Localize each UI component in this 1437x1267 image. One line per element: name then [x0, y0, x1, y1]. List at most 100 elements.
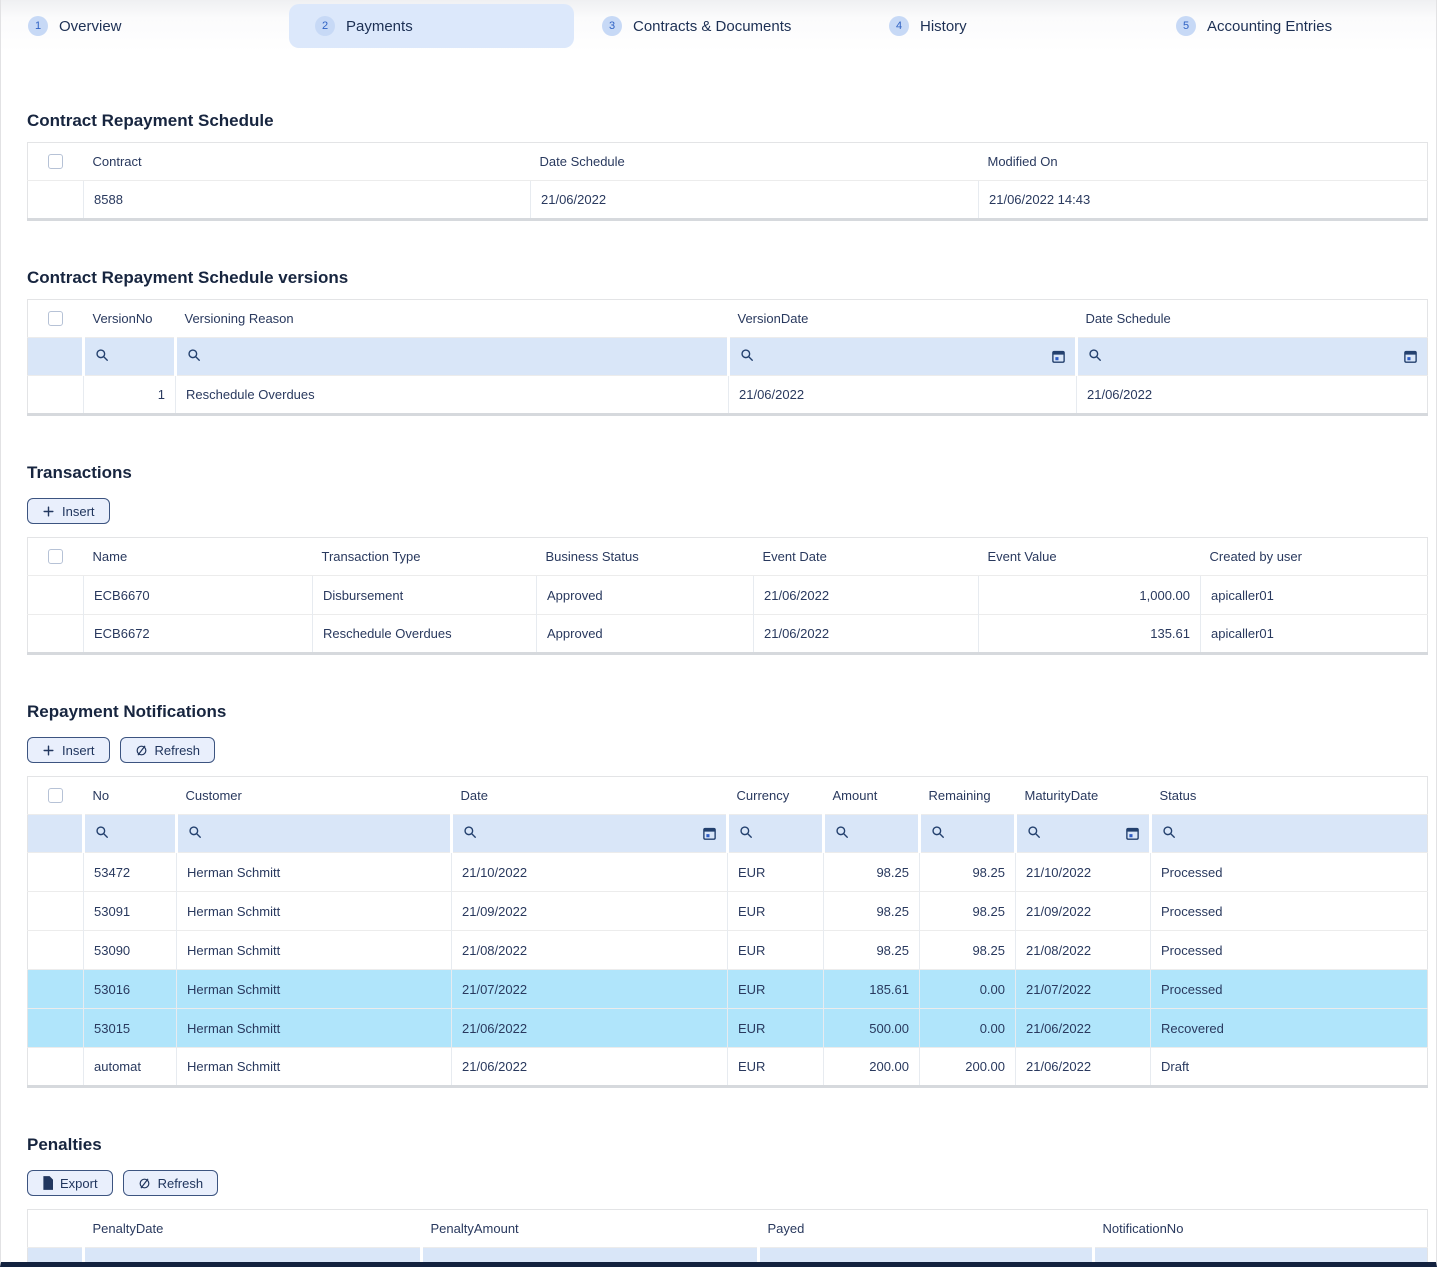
column-header-amount[interactable]: Amount: [832, 788, 878, 803]
select-all-cell: [28, 777, 84, 815]
row-select-cell[interactable]: [27, 1008, 84, 1048]
row-select-cell[interactable]: [27, 575, 84, 615]
select-all-checkbox[interactable]: [48, 154, 64, 169]
calendar-icon[interactable]: [702, 826, 717, 841]
table-row[interactable]: 53016 Herman Schmitt 21/07/2022 EUR 185.61 0.…: [27, 969, 1428, 1009]
cell: apicaller01: [1200, 614, 1428, 654]
column-header-date-schedule[interactable]: Date Schedule: [539, 154, 625, 169]
cell: Herman Schmitt: [176, 1047, 452, 1087]
column-header-maturitydate[interactable]: MaturityDate: [1024, 788, 1099, 803]
column-header-penaltydate[interactable]: PenaltyDate: [92, 1221, 164, 1236]
cell: 135.61: [978, 614, 1201, 654]
column-header-date-schedule[interactable]: Date Schedule: [1085, 311, 1171, 326]
calendar-icon[interactable]: [1051, 349, 1066, 364]
column-header-remaining[interactable]: Remaining: [928, 788, 991, 803]
row-select-cell[interactable]: [27, 614, 84, 654]
cell: 98.25: [823, 930, 920, 970]
row-select-cell[interactable]: [27, 852, 84, 892]
column-header-modified-on[interactable]: Modified On: [987, 154, 1058, 169]
table-row[interactable]: ECB6670 Disbursement Approved 21/06/2022 1,0…: [27, 575, 1428, 615]
cell: Processed: [1150, 930, 1428, 970]
column-header-transaction-type[interactable]: Transaction Type: [321, 549, 421, 564]
filter-cell-no[interactable]: [82, 814, 177, 853]
column-header-event-value[interactable]: Event Value: [987, 549, 1057, 564]
button-label: Export: [60, 1175, 98, 1191]
select-all-cell: [28, 143, 84, 181]
cell: automat: [83, 1047, 177, 1087]
row-select-cell[interactable]: [27, 375, 84, 415]
table-row[interactable]: 1 Reschedule Overdues 21/06/2022 21/06/2022: [27, 375, 1428, 415]
row-select-cell[interactable]: [27, 891, 84, 931]
row-select-cell[interactable]: [27, 1047, 84, 1087]
notifications-toolbar: Insert Refresh: [27, 737, 1428, 763]
column-header-created-by-user[interactable]: Created by user: [1209, 549, 1303, 564]
row-select-cell[interactable]: [27, 969, 84, 1009]
tab-label: History: [920, 17, 967, 35]
search-icon: [836, 826, 848, 838]
table-row[interactable]: ECB6672 Reschedule Overdues Approved 21/06/…: [27, 614, 1428, 654]
table-row[interactable]: 53090 Herman Schmitt 21/08/2022 EUR 98.25 98.…: [27, 930, 1428, 970]
search-icon: [96, 349, 108, 361]
filter-cell-status[interactable]: [1149, 814, 1428, 853]
column-header-no[interactable]: No: [92, 788, 110, 803]
column-header-business-status[interactable]: Business Status: [545, 549, 639, 564]
button-label: Insert: [62, 503, 95, 519]
refresh-button[interactable]: Refresh: [119, 737, 216, 763]
tab-history[interactable]: 4 History: [863, 4, 1148, 48]
column-header-contract[interactable]: Contract: [92, 154, 142, 169]
filter-cell-maturitydate[interactable]: [1014, 814, 1151, 853]
refresh-button[interactable]: Refresh: [122, 1170, 219, 1196]
filter-cell-amount[interactable]: [822, 814, 920, 853]
select-all-checkbox[interactable]: [48, 788, 64, 803]
insert-button[interactable]: Insert: [27, 498, 110, 524]
cell: ECB6672: [83, 614, 313, 654]
column-header-notificationno[interactable]: NotificationNo: [1102, 1221, 1184, 1236]
cell: 21/08/2022: [451, 930, 728, 970]
table-row[interactable]: 53015 Herman Schmitt 21/06/2022 EUR 500.00 0.…: [27, 1008, 1428, 1048]
filter-cell-date-schedule[interactable]: [1075, 337, 1428, 376]
column-header-customer[interactable]: Customer: [185, 788, 242, 803]
table-row[interactable]: 53472 Herman Schmitt 21/10/2022 EUR 98.25 98.…: [27, 852, 1428, 892]
column-header-versioning-reason[interactable]: Versioning Reason: [184, 311, 294, 326]
filter-cell-currency[interactable]: [726, 814, 824, 853]
column-header-versiondate[interactable]: VersionDate: [737, 311, 809, 326]
column-header-payed[interactable]: Payed: [767, 1221, 805, 1236]
filter-cell-versiondate[interactable]: [727, 337, 1077, 376]
export-button[interactable]: Export: [27, 1170, 113, 1196]
column-header-date[interactable]: Date: [460, 788, 488, 803]
select-all-checkbox[interactable]: [48, 311, 64, 326]
tab-payments[interactable]: 2 Payments: [289, 4, 574, 48]
column-header-versionno[interactable]: VersionNo: [92, 311, 153, 326]
filter-cell-versionno[interactable]: [82, 337, 176, 376]
filter-cell-remaining[interactable]: [918, 814, 1016, 853]
column-header-currency[interactable]: Currency: [736, 788, 790, 803]
cell: Reschedule Overdues: [312, 614, 537, 654]
insert-button[interactable]: Insert: [27, 737, 110, 763]
calendar-icon[interactable]: [1403, 349, 1418, 364]
row-select-cell[interactable]: [27, 930, 84, 970]
cell: 0.00: [919, 969, 1016, 1009]
column-header-name[interactable]: Name: [92, 549, 128, 564]
table-row[interactable]: 53091 Herman Schmitt 21/09/2022 EUR 98.25 98.…: [27, 891, 1428, 931]
filter-cell-penaltyamount[interactable]: [420, 1247, 759, 1262]
table-row[interactable]: 8588 21/06/2022 21/06/2022 14:43: [27, 180, 1428, 220]
filter-cell-notificationno[interactable]: [1092, 1247, 1428, 1262]
refresh-icon: [139, 1178, 150, 1188]
filter-cell-customer[interactable]: [175, 814, 452, 853]
table-row[interactable]: automat Herman Schmitt 21/06/2022 EUR 200.00…: [27, 1047, 1428, 1087]
row-select-cell[interactable]: [27, 180, 84, 220]
select-all-checkbox[interactable]: [48, 549, 64, 564]
column-header-status[interactable]: Status: [1159, 788, 1197, 803]
column-header-event-date[interactable]: Event Date: [762, 549, 827, 564]
calendar-icon[interactable]: [1125, 826, 1140, 841]
filter-cell-payed[interactable]: [757, 1247, 1094, 1262]
filter-cell-penaltydate[interactable]: [82, 1247, 422, 1262]
filter-cell-date[interactable]: [450, 814, 728, 853]
tab-overview[interactable]: 1 Overview: [2, 4, 287, 48]
column-header-penaltyamount[interactable]: PenaltyAmount: [430, 1221, 519, 1236]
tab-contracts-documents[interactable]: 3 Contracts & Documents: [576, 4, 861, 48]
filter-cell-versioning-reason[interactable]: [174, 337, 729, 376]
tab-number-badge: 4: [889, 16, 909, 36]
tab-accounting-entries[interactable]: 5 Accounting Entries: [1150, 4, 1435, 48]
search-icon: [741, 349, 753, 361]
